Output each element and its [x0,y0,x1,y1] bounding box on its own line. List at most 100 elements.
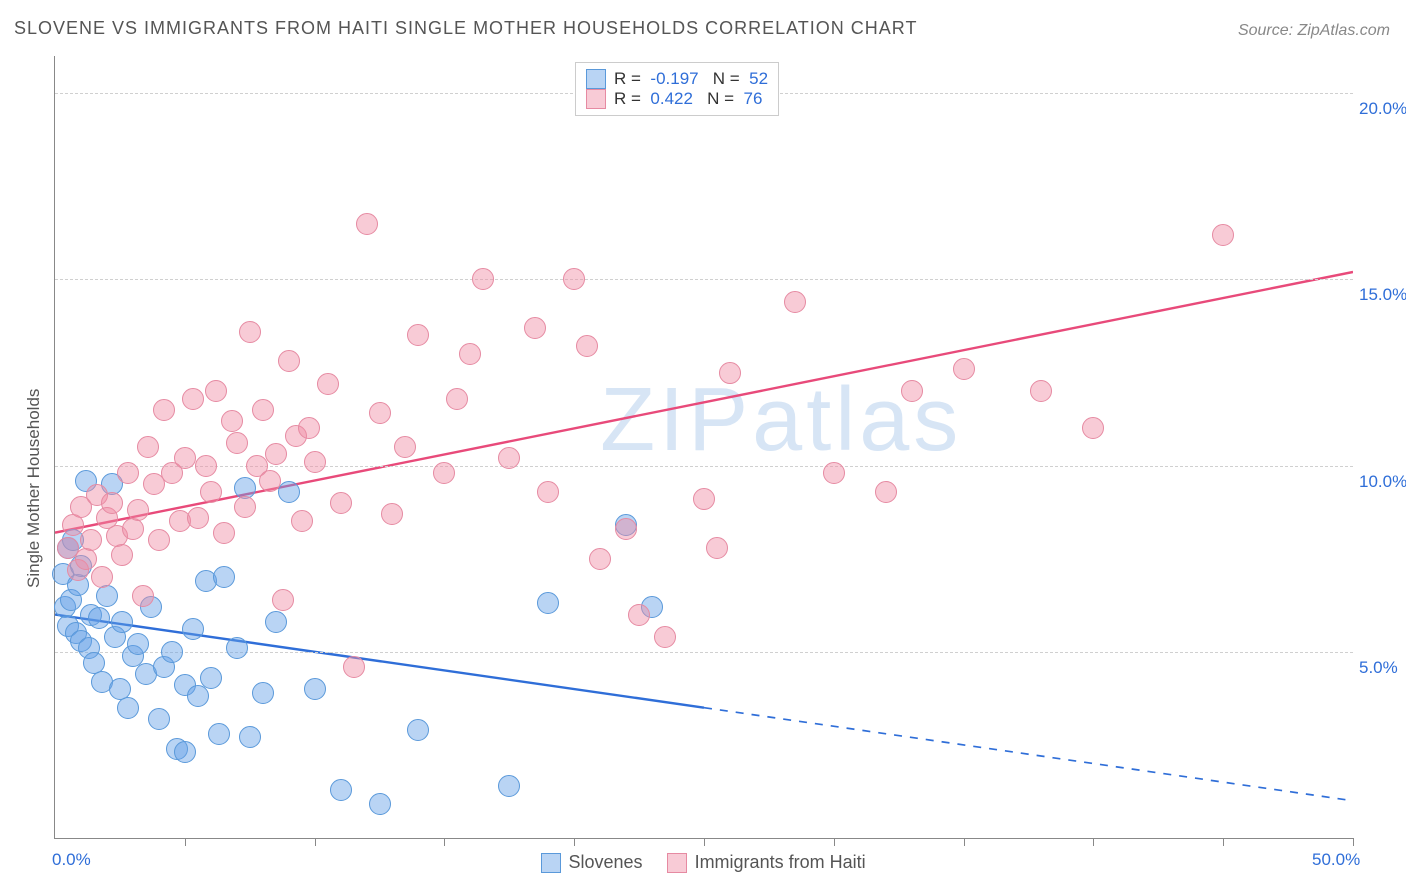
data-point-haiti [1030,380,1052,402]
legend-label-slovenes: Slovenes [569,852,643,873]
data-point-haiti [407,324,429,346]
data-point-haiti [174,447,196,469]
data-point-haiti [576,335,598,357]
data-point-slovenes [111,611,133,633]
data-point-haiti [132,585,154,607]
trend-lines-layer [55,56,1353,838]
x-tick [1093,838,1094,846]
data-point-haiti [91,566,113,588]
x-tick [185,838,186,846]
data-point-haiti [137,436,159,458]
stats-legend-row-haiti: R = 0.422 N = 76 [586,89,768,109]
data-point-haiti [153,399,175,421]
data-point-slovenes [369,793,391,815]
data-point-slovenes [88,607,110,629]
data-point-slovenes [304,678,326,700]
data-point-slovenes [407,719,429,741]
data-point-haiti [433,462,455,484]
data-point-haiti [1082,417,1104,439]
data-point-haiti [537,481,559,503]
legend-swatch-haiti [667,853,687,873]
x-tick [1223,838,1224,846]
data-point-slovenes [200,667,222,689]
data-point-slovenes [226,637,248,659]
data-point-haiti [127,499,149,521]
data-point-haiti [317,373,339,395]
data-point-haiti [784,291,806,313]
y-tick-label: 15.0% [1359,285,1406,305]
data-point-haiti [259,470,281,492]
series-legend: Slovenes Immigrants from Haiti [541,852,866,873]
trendline-dashed-slovenes [704,708,1353,801]
stats-legend-text-slovenes: R = -0.197 N = 52 [614,69,768,89]
data-point-haiti [265,443,287,465]
data-point-haiti [182,388,204,410]
data-point-haiti [901,380,923,402]
data-point-haiti [563,268,585,290]
x-axis-max-label: 50.0% [1312,850,1360,870]
y-tick-label: 5.0% [1359,658,1398,678]
data-point-slovenes [265,611,287,633]
data-point-haiti [80,529,102,551]
data-point-haiti [875,481,897,503]
x-tick [964,838,965,846]
x-tick [1353,838,1354,846]
data-point-slovenes [127,633,149,655]
data-point-haiti [234,496,256,518]
gridline [55,279,1353,280]
y-tick-label: 10.0% [1359,472,1406,492]
stats-legend-row-slovenes: R = -0.197 N = 52 [586,69,768,89]
source-label: Source: ZipAtlas.com [1238,22,1390,40]
data-point-slovenes [330,779,352,801]
legend-swatch-slovenes [541,853,561,873]
data-point-slovenes [96,585,118,607]
data-point-haiti [953,358,975,380]
data-point-haiti [221,410,243,432]
data-point-slovenes [537,592,559,614]
data-point-haiti [75,548,97,570]
data-point-haiti [187,507,209,529]
x-tick [574,838,575,846]
data-point-slovenes [174,741,196,763]
data-point-haiti [101,492,123,514]
x-axis-min-label: 0.0% [52,850,91,870]
data-point-haiti [278,350,300,372]
data-point-haiti [524,317,546,339]
data-point-haiti [823,462,845,484]
data-point-haiti [239,321,261,343]
y-tick-label: 20.0% [1359,99,1406,119]
data-point-haiti [615,518,637,540]
data-point-haiti [205,380,227,402]
data-point-slovenes [182,618,204,640]
data-point-haiti [356,213,378,235]
x-tick [444,838,445,846]
data-point-haiti [706,537,728,559]
data-point-haiti [381,503,403,525]
y-axis-title: Single Mother Households [24,388,44,587]
data-point-haiti [330,492,352,514]
data-point-slovenes [252,682,274,704]
data-point-slovenes [161,641,183,663]
data-point-haiti [394,436,416,458]
data-point-slovenes [278,481,300,503]
data-point-haiti [226,432,248,454]
data-point-haiti [111,544,133,566]
data-point-haiti [472,268,494,290]
data-point-haiti [304,451,326,473]
x-tick [834,838,835,846]
plot-area: ZIPatlas 5.0%10.0%15.0%20.0% [54,56,1353,839]
data-point-haiti [498,447,520,469]
data-point-haiti [446,388,468,410]
data-point-haiti [272,589,294,611]
data-point-haiti [693,488,715,510]
data-point-slovenes [148,708,170,730]
stats-legend-text-haiti: R = 0.422 N = 76 [614,89,762,109]
data-point-slovenes [213,566,235,588]
data-point-haiti [213,522,235,544]
legend-label-haiti: Immigrants from Haiti [695,852,866,873]
trendline-slovenes [55,615,704,708]
data-point-haiti [589,548,611,570]
data-point-slovenes [498,775,520,797]
data-point-haiti [719,362,741,384]
data-point-haiti [122,518,144,540]
